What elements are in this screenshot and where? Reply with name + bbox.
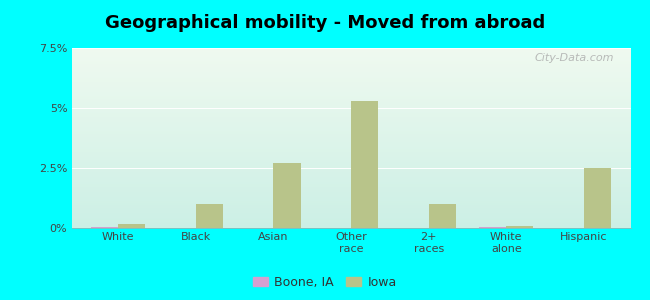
Bar	[479, 227, 506, 228]
Bar	[196, 204, 223, 228]
Bar	[506, 226, 534, 228]
Bar	[428, 204, 456, 228]
Text: City-Data.com: City-Data.com	[534, 53, 614, 63]
Legend: Boone, IA, Iowa: Boone, IA, Iowa	[248, 271, 402, 294]
Bar	[274, 163, 300, 228]
Bar	[351, 101, 378, 228]
Bar	[91, 227, 118, 228]
Bar	[118, 224, 145, 228]
Bar	[584, 168, 611, 228]
Text: Geographical mobility - Moved from abroad: Geographical mobility - Moved from abroa…	[105, 14, 545, 32]
